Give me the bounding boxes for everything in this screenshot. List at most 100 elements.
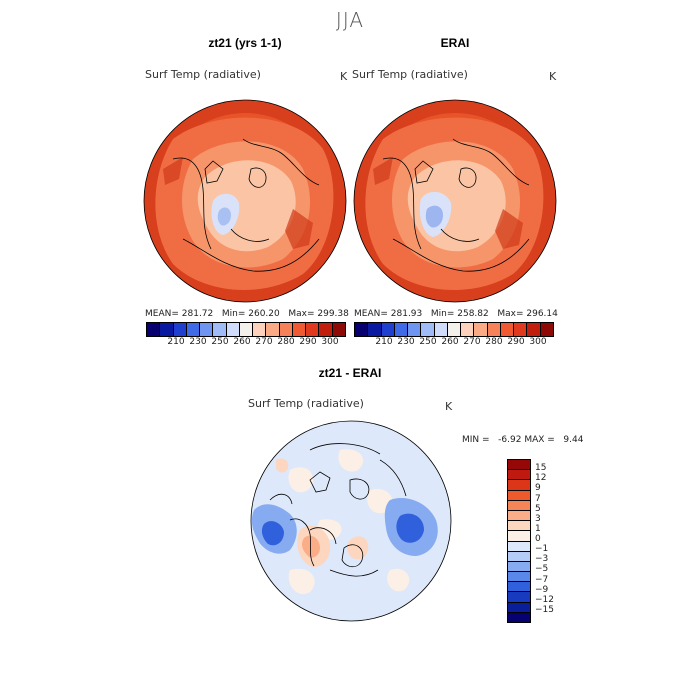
diff-min-label: MIN = bbox=[462, 435, 490, 445]
colorbar-tick-label: 1 bbox=[535, 523, 541, 534]
colorbar-tick-label: −9 bbox=[535, 584, 549, 595]
colorbar-swatch bbox=[508, 612, 530, 622]
model-units-label: K bbox=[340, 70, 348, 83]
colorbar-swatch bbox=[487, 323, 501, 336]
map-greenland-core bbox=[425, 205, 443, 228]
obs-units-label: K bbox=[549, 70, 557, 83]
colorbar-tick-label: 270 bbox=[463, 337, 481, 347]
colorbar-swatch bbox=[508, 510, 530, 522]
map-boundary-circle bbox=[353, 99, 557, 303]
colorbar-swatch bbox=[319, 323, 333, 336]
colorbar-tick-label: 15 bbox=[535, 463, 547, 474]
diff-panel-title: zt21 - ERAI bbox=[318, 366, 382, 380]
diff-colorbar-ticks: 15 12 9 7 5 3 1 0 −1 −3 −5 −7 −9 −12 −15 bbox=[535, 459, 575, 621]
colorbar-swatch bbox=[508, 572, 530, 583]
colorbar-swatch bbox=[408, 323, 422, 336]
colorbar-tick-label: 260 bbox=[233, 337, 251, 347]
colorbar-swatch bbox=[508, 521, 530, 532]
diff-polar-map bbox=[250, 420, 452, 622]
colorbar-swatch bbox=[508, 531, 530, 542]
colorbar-swatch bbox=[508, 541, 530, 552]
colorbar-tick-label: 5 bbox=[535, 503, 541, 514]
colorbar-swatch bbox=[226, 323, 240, 336]
obs-colorbar-ticks: 210 230 250 260 270 280 290 300 bbox=[354, 337, 552, 349]
colorbar-swatch bbox=[508, 470, 530, 481]
diff-cold-core-east bbox=[396, 513, 424, 543]
colorbar-swatch bbox=[239, 323, 254, 336]
colorbar-swatch bbox=[461, 323, 475, 336]
colorbar-tick-label: −12 bbox=[535, 594, 554, 605]
diff-units-label: K bbox=[445, 400, 453, 413]
colorbar-swatch bbox=[508, 561, 530, 573]
colorbar-swatch bbox=[508, 480, 530, 491]
obs-colorbar bbox=[354, 322, 554, 337]
colorbar-tick-label: 230 bbox=[189, 337, 207, 347]
model-colorbar-ticks: 210 230 250 260 270 280 290 300 bbox=[146, 337, 344, 349]
map-land-hot bbox=[373, 157, 523, 249]
colorbar-tick-label: 280 bbox=[485, 337, 503, 347]
colorbar-swatch bbox=[292, 323, 307, 336]
model-max-value: 299.38 bbox=[317, 309, 349, 319]
obs-variable-label: Surf Temp (radiative) bbox=[352, 68, 468, 81]
colorbar-tick-label: 230 bbox=[397, 337, 415, 347]
colorbar-tick-label: 210 bbox=[167, 337, 185, 347]
colorbar-tick-label: 250 bbox=[211, 337, 229, 347]
colorbar-tick-label: 290 bbox=[507, 337, 525, 347]
colorbar-tick-label: −7 bbox=[535, 574, 549, 585]
colorbar-tick-label: 270 bbox=[255, 337, 273, 347]
colorbar-swatch bbox=[200, 323, 214, 336]
model-mean-value: 281.72 bbox=[181, 309, 214, 319]
obs-min-label: Min= bbox=[430, 309, 455, 319]
colorbar-swatch bbox=[527, 323, 541, 336]
diff-near-zero-warm bbox=[288, 449, 410, 595]
colorbar-swatch bbox=[147, 323, 161, 336]
colorbar-swatch bbox=[421, 323, 435, 336]
colorbar-tick-label: 12 bbox=[535, 473, 547, 484]
colorbar-tick-label: −1 bbox=[535, 544, 549, 555]
obs-mean-value: 281.93 bbox=[390, 309, 423, 319]
map-greenland-core bbox=[217, 207, 231, 226]
colorbar-swatch bbox=[508, 490, 530, 501]
colorbar-tick-label: 3 bbox=[535, 513, 541, 524]
colorbar-tick-label: −15 bbox=[535, 604, 554, 615]
diff-max-value: 9.44 bbox=[563, 435, 584, 445]
obs-panel-title: ERAI bbox=[440, 36, 470, 50]
colorbar-swatch bbox=[266, 323, 280, 336]
obs-min-value: 258.82 bbox=[457, 309, 489, 319]
colorbar-swatch bbox=[508, 460, 530, 471]
colorbar-swatch bbox=[447, 323, 462, 336]
colorbar-swatch bbox=[368, 323, 382, 336]
map-coastlines bbox=[382, 138, 530, 272]
colorbar-tick-label: −5 bbox=[535, 564, 549, 575]
colorbar-swatch bbox=[500, 323, 515, 336]
colorbar-swatch bbox=[306, 323, 320, 336]
colorbar-swatch bbox=[332, 323, 345, 336]
colorbar-swatch bbox=[186, 323, 201, 336]
diff-coastlines bbox=[269, 443, 407, 577]
model-min-value: 260.20 bbox=[248, 309, 280, 319]
colorbar-swatch bbox=[160, 323, 174, 336]
colorbar-swatch bbox=[508, 500, 530, 511]
colorbar-swatch bbox=[508, 551, 530, 562]
colorbar-swatch bbox=[279, 323, 293, 336]
diff-variable-label: Surf Temp (radiative) bbox=[248, 397, 364, 410]
colorbar-swatch bbox=[508, 592, 530, 603]
obs-polar-map bbox=[353, 99, 557, 303]
colorbar-swatch bbox=[434, 323, 448, 336]
colorbar-swatch bbox=[508, 602, 530, 613]
season-title: JJA bbox=[335, 8, 365, 32]
model-panel-title: zt21 (yrs 1-1) bbox=[208, 36, 282, 50]
map-coastlines bbox=[172, 138, 320, 272]
obs-mean-label: MEAN= bbox=[354, 309, 388, 319]
colorbar-swatch bbox=[514, 323, 528, 336]
map-land-hot bbox=[163, 157, 313, 249]
diff-max-label: MAX = bbox=[524, 435, 555, 445]
colorbar-swatch bbox=[173, 323, 187, 336]
diff-colorbar bbox=[507, 459, 531, 623]
diff-stats-line: MIN = -6.92 MAX = 9.44 bbox=[462, 435, 583, 445]
colorbar-tick-label: 9 bbox=[535, 483, 541, 494]
diff-cold-core-west bbox=[261, 521, 284, 546]
colorbar-swatch bbox=[508, 582, 530, 593]
colorbar-tick-label: 210 bbox=[375, 337, 393, 347]
colorbar-swatch bbox=[213, 323, 227, 336]
